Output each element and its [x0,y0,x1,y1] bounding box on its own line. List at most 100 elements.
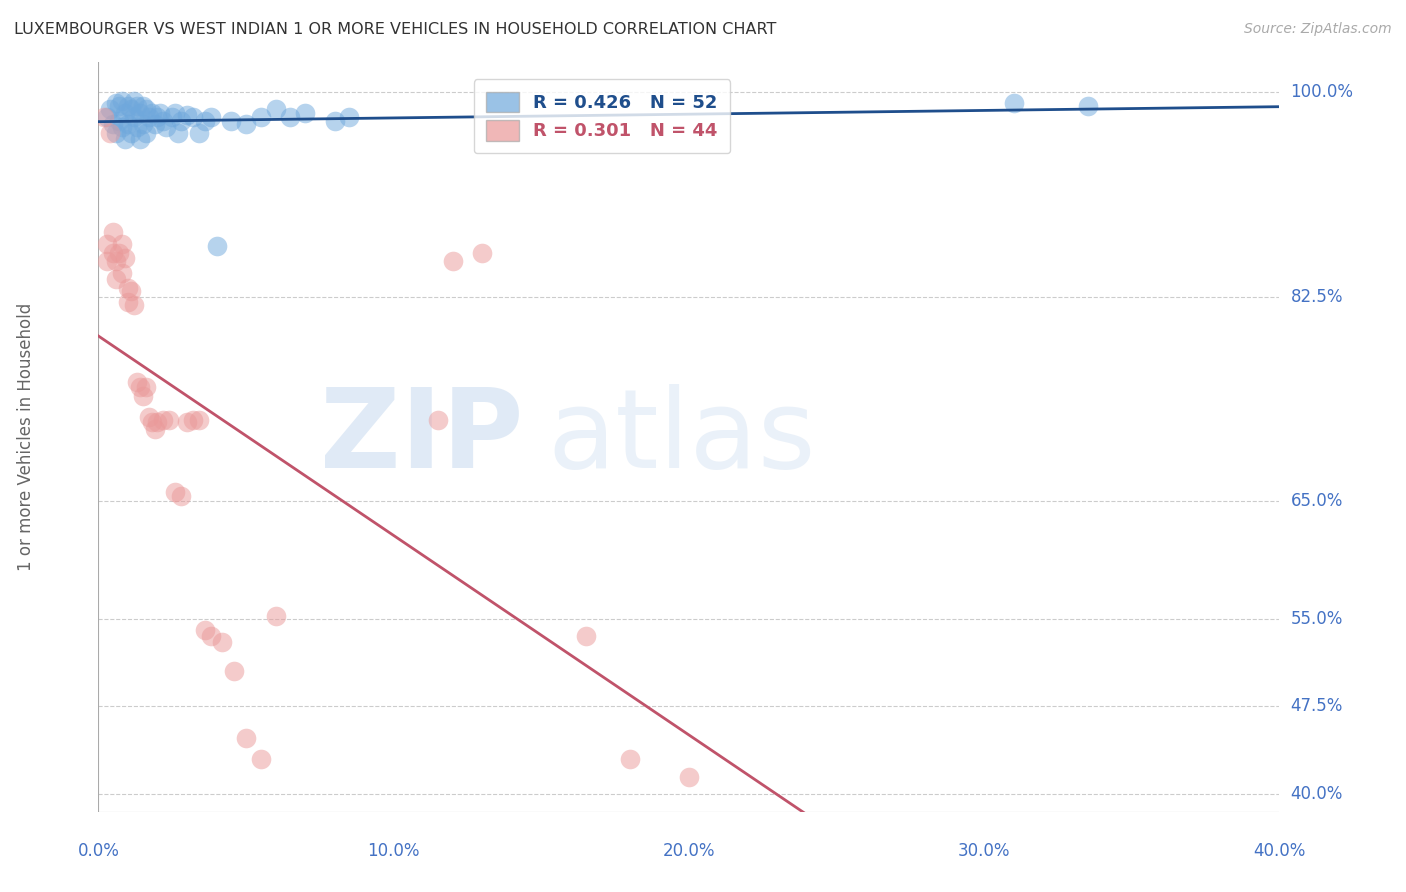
Text: atlas: atlas [547,384,815,491]
Text: 65.0%: 65.0% [1291,492,1343,510]
Point [141,105,163,120]
Point [117,295,139,310]
Text: 82.5%: 82.5% [1291,287,1343,306]
Text: 55.0%: 55.0% [1291,609,1343,628]
Point [264,609,287,624]
Point [135,380,157,394]
Text: 0.0%: 0.0% [77,842,120,860]
Point [132,99,155,113]
Point [157,412,180,426]
Point [575,629,598,643]
Point [1077,99,1099,113]
Point [114,251,136,265]
Point [96,254,118,268]
Text: 100.0%: 100.0% [1291,83,1354,101]
Point [125,120,148,134]
Text: LUXEMBOURGER VS WEST INDIAN 1 OR MORE VEHICLES IN HOUSEHOLD CORRELATION CHART: LUXEMBOURGER VS WEST INDIAN 1 OR MORE VE… [14,22,776,37]
Text: 40.0%: 40.0% [1253,842,1306,860]
Point [135,126,157,140]
Point [105,254,128,268]
Point [165,485,187,500]
Point [181,111,204,125]
Point [125,375,148,389]
Point [235,731,257,745]
Point [194,114,217,128]
Point [205,239,228,253]
Point [250,752,273,766]
Point [111,236,134,251]
Text: 40.0%: 40.0% [1291,785,1343,803]
Point [117,281,139,295]
Point [103,246,125,260]
Point [132,118,155,132]
Text: 47.5%: 47.5% [1291,698,1343,715]
Point [111,266,134,280]
Point [128,105,150,120]
Legend: R = 0.426   N = 52, R = 0.301   N = 44: R = 0.426 N = 52, R = 0.301 N = 44 [474,79,730,153]
Point [167,126,190,140]
Point [149,105,172,120]
Point [96,236,118,251]
Text: 20.0%: 20.0% [662,842,716,860]
Point [165,105,187,120]
Point [111,94,134,108]
Text: 30.0%: 30.0% [957,842,1011,860]
Point [111,120,134,134]
Point [250,111,273,125]
Point [105,272,128,286]
Text: 10.0%: 10.0% [367,842,420,860]
Point [135,102,157,116]
Point [264,102,287,116]
Point [176,415,198,429]
Point [176,108,198,122]
Point [187,412,209,426]
Point [323,114,346,128]
Point [146,415,169,429]
Point [221,114,243,128]
Point [122,94,145,108]
Point [108,114,131,128]
Point [103,225,125,239]
Point [143,422,166,436]
Point [103,118,125,132]
Point [120,284,142,298]
Point [132,389,155,403]
Point [98,102,121,116]
Point [152,114,174,128]
Point [200,629,222,643]
Point [211,635,233,649]
Point [120,102,142,116]
Text: 1 or more Vehicles in Household: 1 or more Vehicles in Household [17,303,35,571]
Point [339,111,361,125]
Point [441,254,464,268]
Point [120,126,142,140]
Point [155,120,177,134]
Point [128,380,150,394]
Text: Source: ZipAtlas.com: Source: ZipAtlas.com [1244,22,1392,37]
Point [93,111,115,125]
Point [678,770,700,784]
Point [122,298,145,312]
Point [187,126,209,140]
Point [108,99,131,113]
Point [146,111,169,125]
Text: ZIP: ZIP [321,384,523,491]
Point [194,624,217,638]
Point [143,118,166,132]
Point [224,665,246,679]
Point [125,99,148,113]
Point [280,111,302,125]
Point [181,412,204,426]
Point [96,111,118,125]
Point [98,126,121,140]
Point [170,114,193,128]
Point [138,111,160,125]
Point [114,131,136,145]
Point [108,246,131,260]
Point [200,111,222,125]
Point [117,118,139,132]
Point [170,489,193,503]
Point [122,111,145,125]
Point [619,752,641,766]
Point [114,105,136,120]
